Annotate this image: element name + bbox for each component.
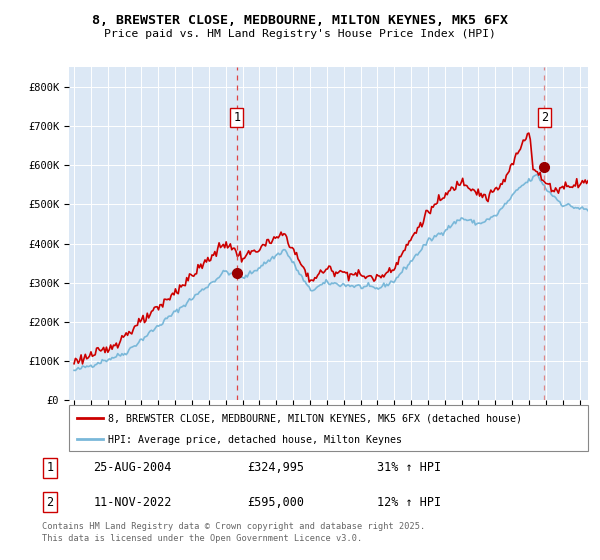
Text: 11-NOV-2022: 11-NOV-2022 [94, 496, 172, 509]
Text: Price paid vs. HM Land Registry's House Price Index (HPI): Price paid vs. HM Land Registry's House … [104, 29, 496, 39]
Text: This data is licensed under the Open Government Licence v3.0.: This data is licensed under the Open Gov… [42, 534, 362, 543]
Text: HPI: Average price, detached house, Milton Keynes: HPI: Average price, detached house, Milt… [108, 435, 402, 445]
Text: 2: 2 [47, 496, 53, 509]
Text: 8, BREWSTER CLOSE, MEDBOURNE, MILTON KEYNES, MK5 6FX (detached house): 8, BREWSTER CLOSE, MEDBOURNE, MILTON KEY… [108, 414, 522, 424]
Text: £595,000: £595,000 [247, 496, 304, 509]
Text: 1: 1 [47, 461, 53, 474]
Text: 12% ↑ HPI: 12% ↑ HPI [377, 496, 441, 509]
Text: Contains HM Land Registry data © Crown copyright and database right 2025.: Contains HM Land Registry data © Crown c… [42, 522, 425, 531]
Text: £324,995: £324,995 [247, 461, 304, 474]
Text: 31% ↑ HPI: 31% ↑ HPI [377, 461, 441, 474]
Text: 25-AUG-2004: 25-AUG-2004 [94, 461, 172, 474]
Text: 2: 2 [541, 111, 548, 124]
Text: 1: 1 [233, 111, 241, 124]
Text: 8, BREWSTER CLOSE, MEDBOURNE, MILTON KEYNES, MK5 6FX: 8, BREWSTER CLOSE, MEDBOURNE, MILTON KEY… [92, 14, 508, 27]
